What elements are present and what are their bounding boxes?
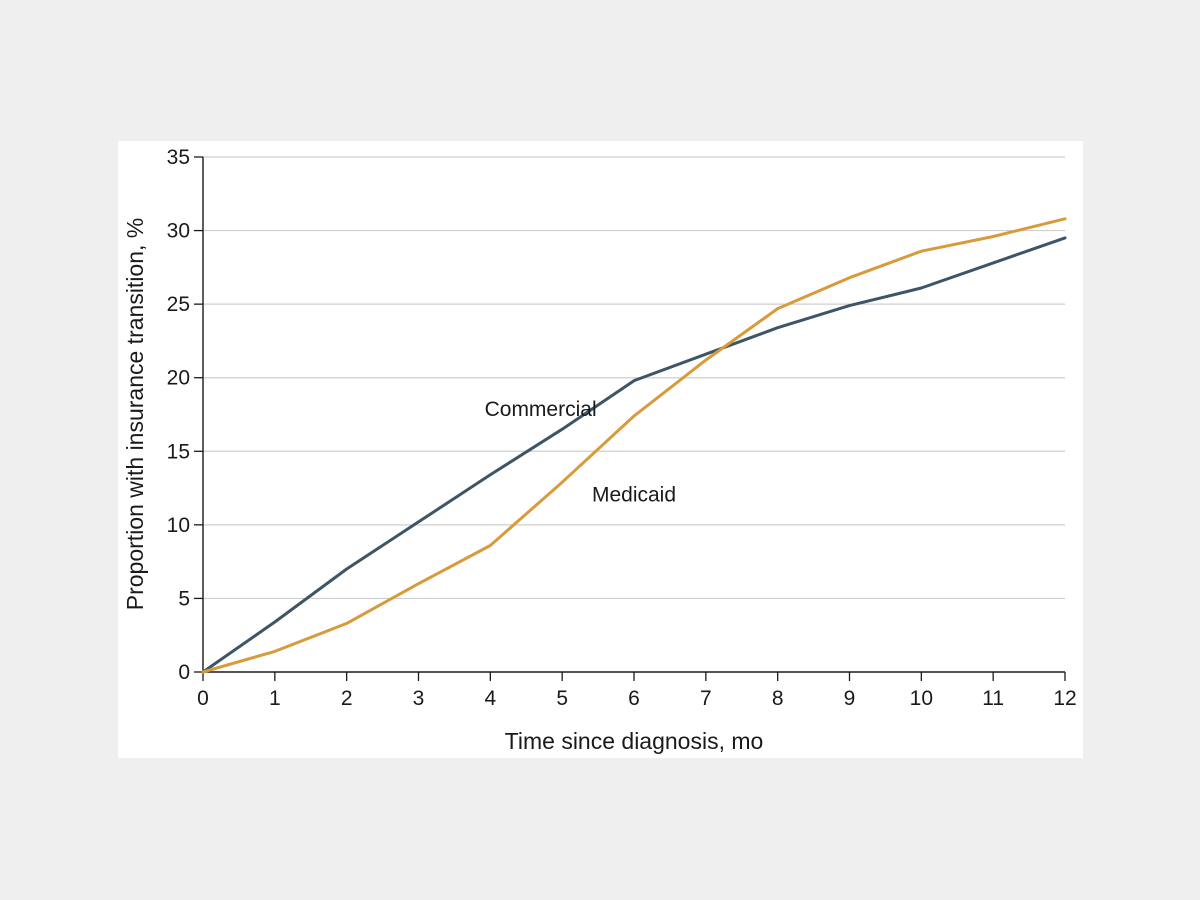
x-axis-title: Time since diagnosis, mo [505,728,764,754]
x-tick-label-0: 0 [197,687,209,710]
y-tick-label-20: 20 [167,367,190,390]
series-label-medicaid: Medicaid [592,483,676,506]
x-tick-label-6: 6 [628,687,640,710]
series-line-commercial [201,236,1067,674]
x-tick-label-12: 12 [1053,687,1076,710]
x-tick-label-8: 8 [772,687,784,710]
y-tick-label-0: 0 [178,661,190,684]
x-tick-label-9: 9 [844,687,856,710]
y-tick-label-15: 15 [167,440,190,463]
series-labels: Commercial Medicaid [485,398,676,506]
x-tick-label-2: 2 [341,687,353,710]
y-tick-label-5: 5 [178,587,190,610]
x-tick-label-10: 10 [910,687,933,710]
y-tick-label-35: 35 [167,146,190,169]
series-line-medicaid [201,217,1067,674]
x-tick-label-3: 3 [413,687,425,710]
series-label-commercial: Commercial [485,398,597,421]
x-tick-label-1: 1 [269,687,281,710]
series-lines [201,217,1067,674]
x-tick-label-7: 7 [700,687,712,710]
x-tick-label-4: 4 [484,687,496,710]
x-tick-label-11: 11 [982,687,1004,710]
x-tick-label-5: 5 [556,687,568,710]
y-tick-label-25: 25 [167,293,190,316]
y-tick-label-10: 10 [167,514,190,537]
y-axis-title: Proportion with insurance transition, % [122,218,148,610]
y-tick-label-30: 30 [167,220,190,243]
figure-panel [118,141,1083,758]
gridlines [203,156,1065,600]
